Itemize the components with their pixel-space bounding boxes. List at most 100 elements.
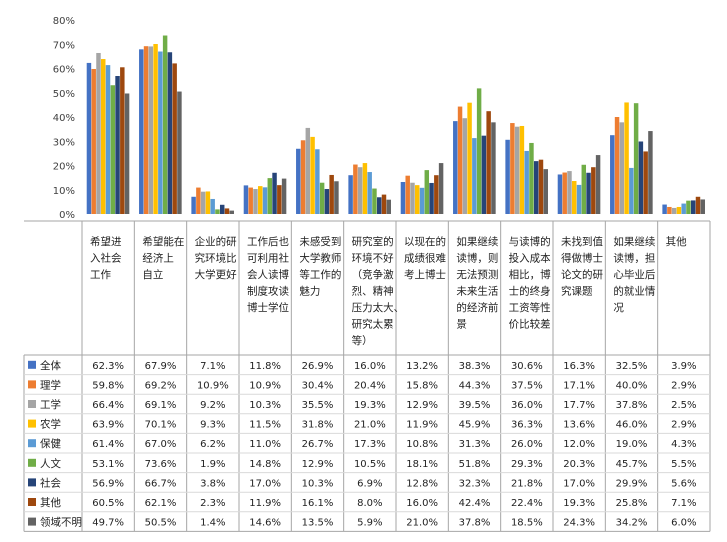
data-label: 30.4% <box>302 380 334 391</box>
y-tick-label: 60% <box>53 65 75 76</box>
y-tick-label: 40% <box>53 113 75 124</box>
legend-swatch <box>28 517 36 526</box>
data-label: 34.2% <box>616 518 648 529</box>
bar <box>148 46 154 215</box>
bar <box>700 199 705 214</box>
data-label: 14.8% <box>249 459 281 470</box>
bar <box>538 159 544 214</box>
y-tick-label: 0% <box>59 210 75 221</box>
data-label: 21.0% <box>406 518 438 529</box>
data-label: 61.4% <box>92 439 124 450</box>
data-label: 46.0% <box>616 420 648 431</box>
bar <box>267 178 273 214</box>
bar <box>524 150 529 214</box>
data-label: 21.8% <box>511 478 543 489</box>
bar <box>86 62 92 214</box>
bar <box>229 210 234 214</box>
data-label: 9.3% <box>200 420 225 431</box>
bar <box>591 167 596 214</box>
bar <box>248 187 253 214</box>
bar <box>481 135 487 214</box>
bar <box>120 67 125 214</box>
bar <box>357 167 363 214</box>
bar <box>557 174 563 214</box>
bar <box>576 184 582 214</box>
data-label: 60.5% <box>92 498 124 509</box>
bar <box>153 44 158 214</box>
bar <box>324 189 330 214</box>
data-label: 3.9% <box>671 361 696 372</box>
bar <box>643 151 648 214</box>
bar <box>667 206 672 214</box>
data-label: 62.3% <box>92 361 124 372</box>
bar <box>562 172 567 214</box>
bar <box>695 196 701 214</box>
bar <box>467 102 472 214</box>
data-label: 10.5% <box>354 459 386 470</box>
bar <box>215 209 220 214</box>
table-row: 人文 53.1% 73.6% 1.9% 14.8% 12.9% 10.5% 18.1% 51.8… <box>28 457 697 470</box>
category-label: 其他 <box>666 235 687 248</box>
bar <box>690 200 696 214</box>
bar <box>648 131 653 214</box>
data-label: 67.9% <box>145 361 177 372</box>
data-label: 17.7% <box>563 400 595 411</box>
table-row: 社会 56.9% 66.7% 3.8% 17.0% 10.3% 6.9% 12.8% 32.3%… <box>28 476 697 489</box>
data-label: 44.3% <box>459 380 491 391</box>
bar <box>572 181 577 214</box>
data-label: 11.8% <box>249 361 281 372</box>
data-label: 12.9% <box>302 459 334 470</box>
data-label: 31.8% <box>302 420 334 431</box>
bar <box>581 164 587 214</box>
legend-swatch <box>28 400 36 408</box>
data-label: 12.0% <box>563 439 595 450</box>
bar <box>139 49 144 214</box>
table-rows: 全体 62.3% 67.9% 7.1% 11.8% 26.9% 16.0% 13.2% 38.3… <box>28 359 697 529</box>
data-label: 3.8% <box>200 478 225 489</box>
bar <box>453 121 458 214</box>
bar <box>629 167 634 214</box>
bar <box>219 204 225 214</box>
data-label: 31.3% <box>459 439 491 450</box>
bar <box>567 171 572 214</box>
data-label: 5.9% <box>357 518 382 529</box>
data-label: 37.8% <box>616 400 648 411</box>
data-label: 53.1% <box>92 459 124 470</box>
bar <box>372 188 377 214</box>
bar <box>115 76 120 214</box>
data-label: 42.4% <box>459 498 491 509</box>
data-label: 10.9% <box>197 380 229 391</box>
y-tick-label: 10% <box>53 186 75 197</box>
data-label: 7.1% <box>200 361 225 372</box>
bar <box>681 203 686 214</box>
category-label: 研究室的环境不好（竞争激烈、精神压力太大、研究太累等） <box>352 235 405 347</box>
bar <box>543 169 548 214</box>
bar-group <box>86 52 130 215</box>
bar <box>200 191 206 214</box>
bar <box>205 191 211 214</box>
category-label: 如果继续读博，担心毕业后的就业情况 <box>613 235 655 314</box>
y-tick-label: 70% <box>53 40 75 51</box>
data-label: 1.9% <box>200 459 225 470</box>
legend-swatch <box>28 478 36 487</box>
bar <box>434 175 439 214</box>
data-label: 14.6% <box>249 518 281 529</box>
data-label: 37.8% <box>459 518 491 529</box>
category-label: 未感受到大学教师等工作的魅力 <box>299 235 341 298</box>
bar <box>676 206 682 214</box>
data-label: 38.3% <box>459 361 491 372</box>
bar <box>514 126 520 214</box>
bar <box>258 186 263 214</box>
bar <box>124 93 130 214</box>
legend-swatch <box>28 458 36 467</box>
data-label: 37.5% <box>511 380 543 391</box>
category-label: 以现在的成绩很难考上博士 <box>404 235 446 281</box>
bar <box>305 127 311 214</box>
data-label: 20.3% <box>563 459 595 470</box>
category-label: 企业的研究环境比大学更好 <box>195 235 237 281</box>
bar <box>96 52 101 215</box>
bar <box>143 46 149 214</box>
bar <box>533 161 539 214</box>
data-label: 6.2% <box>200 439 225 450</box>
